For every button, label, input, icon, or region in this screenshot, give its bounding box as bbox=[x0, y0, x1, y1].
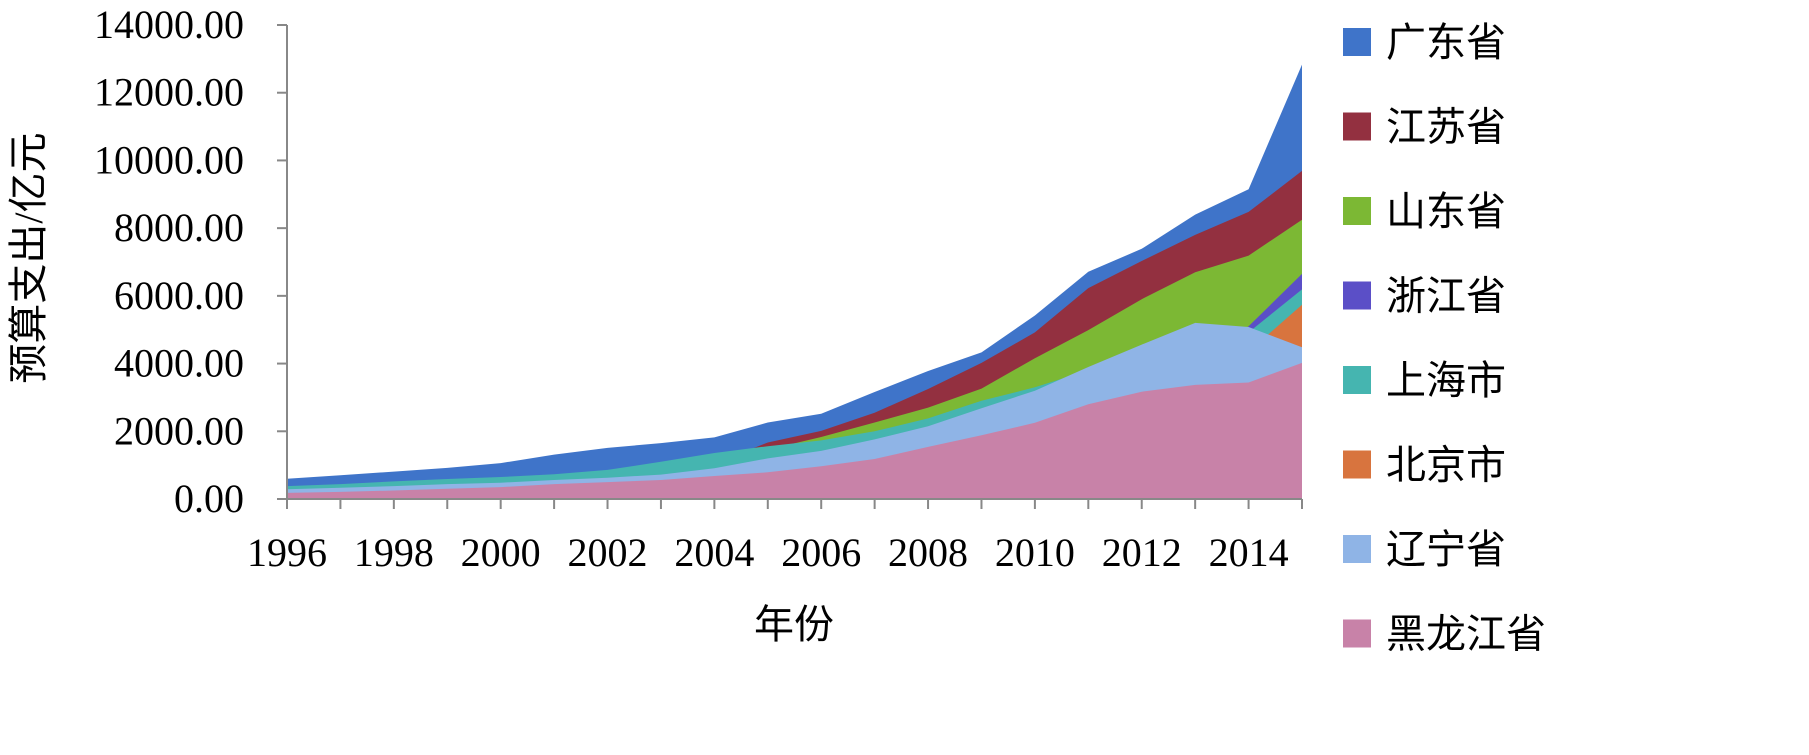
axes bbox=[277, 24, 1303, 509]
y-tick-label: 10000.00 bbox=[94, 137, 244, 182]
legend-item: 上海市 bbox=[1343, 358, 1506, 403]
x-tick-label: 2008 bbox=[888, 530, 968, 575]
y-tick-label: 8000.00 bbox=[114, 205, 244, 250]
x-tick-label: 2004 bbox=[674, 530, 754, 575]
x-tick-label: 1996 bbox=[247, 530, 327, 575]
area-series-8 bbox=[287, 362, 1302, 499]
area-series-group bbox=[287, 64, 1302, 499]
legend-swatch bbox=[1343, 535, 1371, 563]
legend-label: 北京市 bbox=[1386, 443, 1506, 488]
legend-label: 上海市 bbox=[1386, 358, 1506, 403]
legend-item: 浙江省 bbox=[1343, 274, 1506, 319]
y-tick-label: 6000.00 bbox=[114, 273, 244, 318]
y-tick-label: 12000.00 bbox=[94, 70, 244, 115]
legend-label: 浙江省 bbox=[1386, 274, 1506, 319]
x-tick-label: 2010 bbox=[995, 530, 1075, 575]
x-tick-label: 2006 bbox=[781, 530, 861, 575]
legend-item: 江苏省 bbox=[1343, 105, 1506, 150]
legend-label: 山东省 bbox=[1386, 189, 1506, 234]
legend-item: 广东省 bbox=[1343, 20, 1506, 65]
legend-label: 辽宁省 bbox=[1386, 527, 1506, 572]
y-tick-label: 14000.00 bbox=[94, 2, 244, 47]
y-tick-label: 4000.00 bbox=[114, 341, 244, 386]
y-tick-labels: 0.00 2000.00 4000.00 6000.00 8000.00 10000.00… bbox=[94, 2, 244, 521]
legend-swatch bbox=[1343, 197, 1371, 225]
x-tick-label: 2002 bbox=[568, 530, 648, 575]
y-tick-label: 2000.00 bbox=[114, 408, 244, 453]
legend-swatch bbox=[1343, 28, 1371, 56]
x-tick-label: 1998 bbox=[354, 530, 434, 575]
legend-item: 北京市 bbox=[1343, 443, 1506, 488]
legend-item: 黑龙江省 bbox=[1343, 612, 1546, 657]
x-tick-label: 2014 bbox=[1209, 530, 1289, 575]
legend-label: 广东省 bbox=[1386, 20, 1506, 65]
legend-swatch bbox=[1343, 112, 1371, 141]
x-tick-label: 2012 bbox=[1102, 530, 1182, 575]
legend-swatch bbox=[1343, 450, 1371, 479]
x-tick-label: 2000 bbox=[461, 530, 541, 575]
legend-label: 江苏省 bbox=[1386, 105, 1506, 150]
legend-label: 黑龙江省 bbox=[1386, 612, 1546, 657]
x-axis-label: 年份 bbox=[754, 602, 834, 647]
legend-item: 山东省 bbox=[1343, 189, 1506, 234]
legend-swatch bbox=[1343, 619, 1371, 648]
y-axis-label: 预算支出/亿元 bbox=[6, 132, 51, 383]
x-tick-labels: 1996 1998 2000 2002 2004 2006 2008 2010 2012 2014 bbox=[247, 530, 1289, 575]
y-tick-label: 0.00 bbox=[174, 476, 244, 521]
legend-swatch bbox=[1343, 281, 1371, 310]
legend-item: 辽宁省 bbox=[1343, 527, 1506, 572]
legend-swatch bbox=[1343, 366, 1371, 394]
